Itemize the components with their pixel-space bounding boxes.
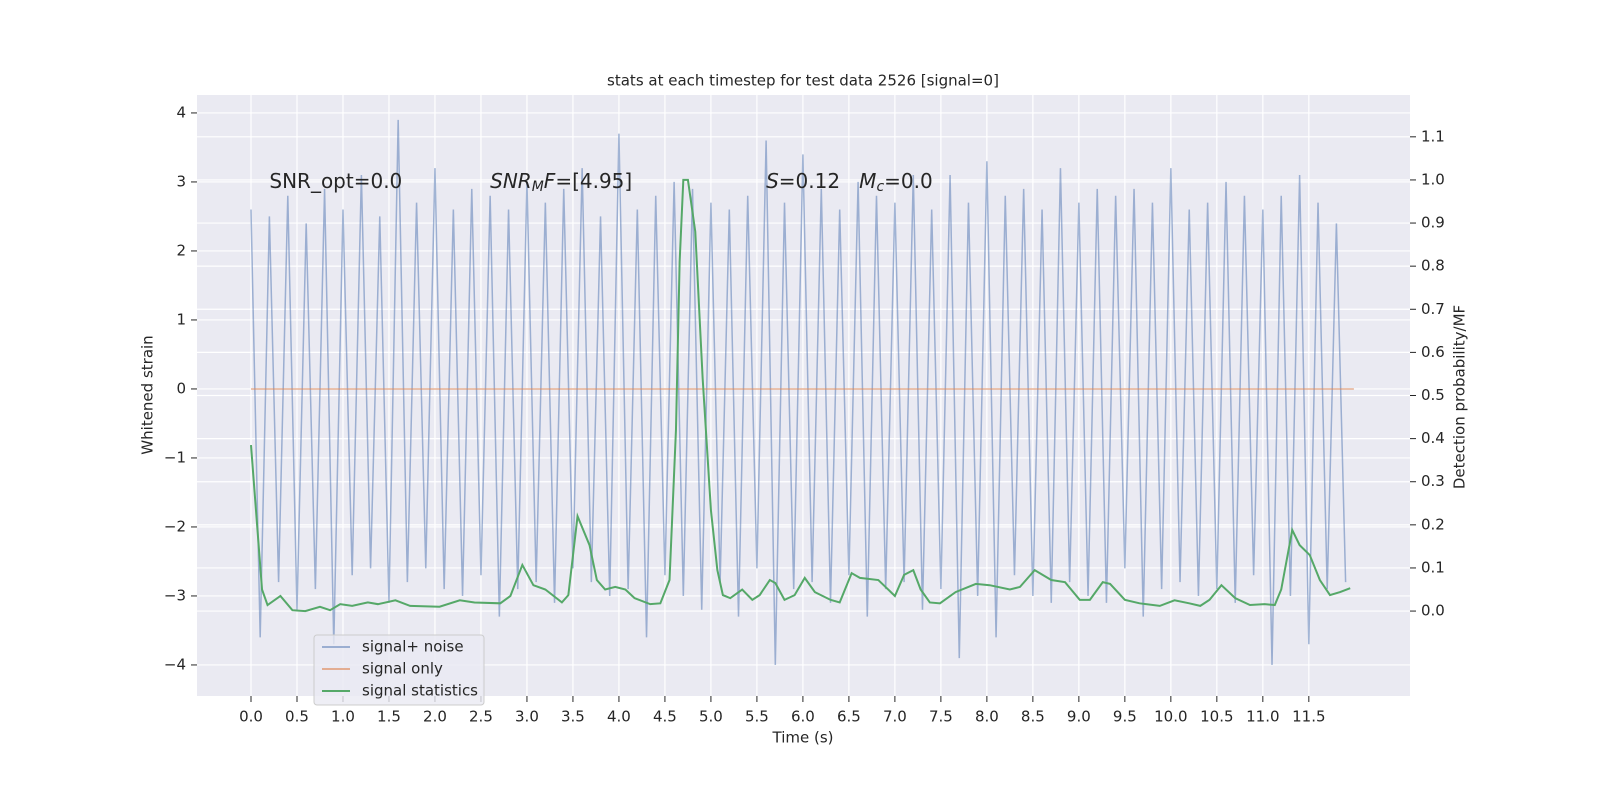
annotation: SNR_opt=0.0 (269, 168, 402, 192)
annotation-part: SNR_opt=0.0 (269, 168, 402, 192)
annotation: SNRMF=[4.95] (490, 168, 632, 195)
y-tick-label: −3 (164, 586, 186, 604)
x-tick-label: 10.5 (1200, 708, 1233, 726)
y-tick-label: 3 (176, 172, 186, 190)
y2-tick-label: 0.1 (1421, 558, 1445, 576)
x-axis-label: Time (s) (772, 729, 834, 747)
y2-tick-label: 0.6 (1421, 343, 1445, 361)
x-tick-label: 9.0 (1067, 708, 1091, 726)
y-tick-label: −1 (164, 448, 186, 466)
y-tick-label: 2 (176, 241, 186, 259)
series-line (249, 178, 1351, 613)
x-tick-label: 7.5 (929, 708, 953, 726)
y2-tick-label: 0.7 (1421, 300, 1445, 318)
y-tick-label: 1 (176, 310, 186, 328)
y2-tick-label: 0.3 (1421, 472, 1445, 490)
y-tick-label: 4 (176, 103, 186, 121)
annotation-part: c (876, 179, 884, 195)
x-tick-label: 3.5 (561, 708, 585, 726)
x-tick-label: 2.5 (469, 708, 493, 726)
y-tick-label: −4 (164, 655, 186, 673)
annotation: S=0.12 Mc=0.0 (766, 168, 933, 195)
x-tick-label: 1.0 (331, 708, 355, 726)
x-tick-label: 11.0 (1246, 708, 1279, 726)
x-tick-label: 1.5 (377, 708, 401, 726)
x-tick-label: 5.5 (745, 708, 769, 726)
annotation-part: M (532, 179, 544, 195)
x-tick-label: 11.5 (1292, 708, 1325, 726)
y-axis-label: Whitened strain (139, 335, 157, 454)
series-line (250, 119, 1347, 665)
x-tick-label: 8.0 (975, 708, 999, 726)
x-tick-label: 2.0 (423, 708, 447, 726)
y2-axis-label: Detection probability/MF (1451, 305, 1469, 489)
x-tick-label: 6.0 (791, 708, 815, 726)
y2-tick-label: 0.4 (1421, 429, 1445, 447)
annotation-part: S (766, 168, 779, 192)
chart-title: stats at each timestep for test data 252… (607, 72, 999, 90)
x-tick-label: 4.5 (653, 708, 677, 726)
legend-label: signal only (362, 660, 443, 678)
x-tick-label: 10.0 (1154, 708, 1187, 726)
y2-tick-label: 0.9 (1421, 214, 1445, 232)
y2-tick-label: 0.2 (1421, 515, 1445, 533)
x-tick-label: 3.0 (515, 708, 539, 726)
annotation-part: M (859, 168, 876, 192)
annotation-part: =0.0 (884, 168, 933, 192)
grid (197, 95, 1410, 696)
y2-tick-label: 1.0 (1421, 170, 1445, 188)
x-tick-label: 4.0 (607, 708, 631, 726)
legend-label: signal statistics (362, 682, 478, 700)
x-tick-label: 6.5 (837, 708, 861, 726)
annotation-part: =0.12 (779, 168, 859, 192)
y2-tick-label: 0.8 (1421, 257, 1445, 275)
annotation-part: =[4.95] (555, 168, 632, 192)
legend-label: signal+ noise (362, 638, 464, 656)
x-tick-label: 5.0 (699, 708, 723, 726)
x-tick-label: 0.0 (239, 708, 263, 726)
x-tick-label: 8.5 (1021, 708, 1045, 726)
y2-tick-label: 1.1 (1421, 127, 1445, 145)
x-tick-label: 9.5 (1113, 708, 1137, 726)
y-tick-label: −2 (164, 517, 186, 535)
y-tick-label: 0 (176, 379, 186, 397)
y2-tick-label: 0.0 (1421, 602, 1445, 620)
x-tick-label: 0.5 (285, 708, 309, 726)
annotation-part: F (544, 168, 556, 192)
y2-tick-label: 0.5 (1421, 386, 1445, 404)
legend-box (313, 634, 485, 706)
legend: signal+ noise signal only signal statistic… (313, 634, 485, 706)
x-tick-label: 7.0 (883, 708, 907, 726)
annotation-part: SNR (490, 168, 532, 192)
